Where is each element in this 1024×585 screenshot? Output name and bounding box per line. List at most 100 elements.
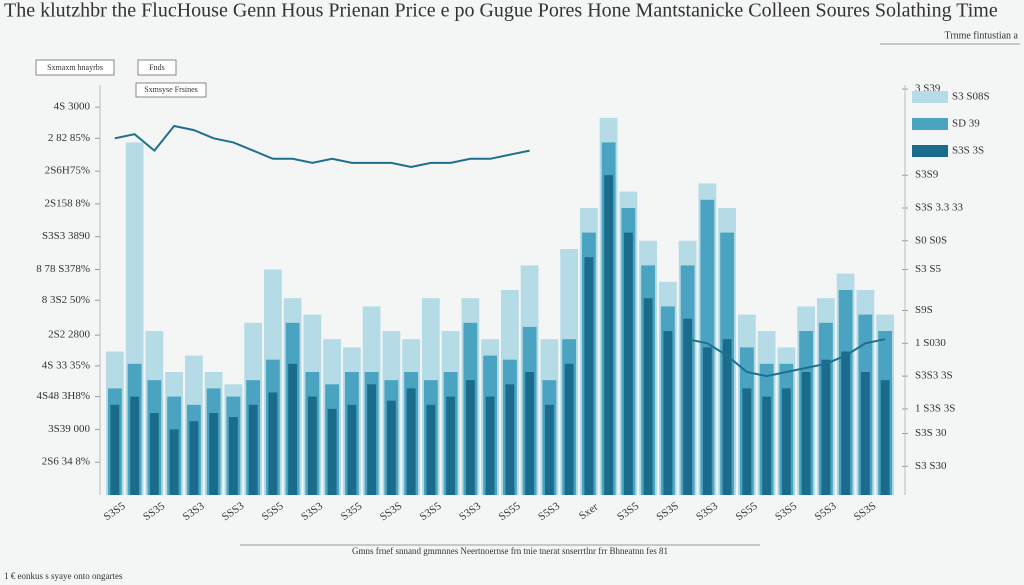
bar bbox=[742, 388, 752, 495]
y-tick-label: 4S48 3H8% bbox=[37, 390, 90, 402]
bar bbox=[801, 372, 811, 495]
bar bbox=[307, 396, 317, 495]
x-tick-label: S3S3 bbox=[694, 500, 720, 523]
trend-line bbox=[114, 124, 886, 378]
annotation: Sxmaxm hnayrbs bbox=[47, 63, 103, 72]
bar bbox=[209, 413, 219, 495]
y-tick-label: 8 78 S378% bbox=[36, 263, 90, 275]
bar bbox=[525, 372, 535, 495]
chart-subtitle: Trnme fintustian a bbox=[944, 30, 1018, 41]
x-tick-label: SS55 bbox=[734, 500, 760, 523]
x-tick-label: SS3S bbox=[852, 500, 878, 524]
y-tick-label: 2S6 34 8% bbox=[42, 456, 90, 468]
annotation: Sxmsyse Frsines bbox=[144, 85, 198, 94]
bar bbox=[663, 331, 673, 495]
x-tick-label: S3S3 bbox=[299, 500, 325, 523]
bar bbox=[623, 232, 633, 495]
y-tick-label: 2S6H75% bbox=[45, 165, 90, 177]
x-tick-label: S3S5 bbox=[418, 500, 444, 523]
y-tick-label: 3S39 000 bbox=[48, 423, 90, 435]
y-tick-label: 8 3S2 50% bbox=[42, 294, 90, 306]
y2-tick-label: S3S 3.3 33 bbox=[915, 202, 963, 214]
y2-tick-label: S9S bbox=[915, 304, 933, 316]
y-tick-label: S3S3 3890 bbox=[42, 230, 90, 242]
bar bbox=[564, 363, 574, 495]
bar bbox=[485, 396, 495, 495]
y-tick-label: 2 82 85% bbox=[48, 132, 90, 144]
bar bbox=[604, 175, 614, 495]
x-tick-label: S5S3 bbox=[813, 500, 839, 523]
bar bbox=[367, 384, 377, 495]
bar bbox=[722, 339, 732, 495]
x-tick-label: S355 bbox=[339, 500, 365, 523]
legend-label: S3S 3S bbox=[952, 145, 984, 157]
annotation: Fnds bbox=[149, 63, 165, 72]
x-tick-label: Sxer bbox=[577, 501, 601, 523]
bar bbox=[149, 413, 159, 495]
annotation-box bbox=[35, 59, 115, 76]
bar bbox=[347, 404, 357, 495]
x-tick-label: S5S5 bbox=[260, 500, 286, 523]
caption: Gmns frnef snnand gmmnnes Neertnoernse f… bbox=[352, 546, 668, 556]
y2-tick-label: S3 S5 bbox=[915, 263, 941, 275]
bar bbox=[762, 396, 772, 495]
legend-label: SD 39 bbox=[952, 118, 980, 130]
bar bbox=[130, 396, 140, 495]
bar bbox=[268, 392, 278, 495]
bar bbox=[189, 421, 199, 495]
bar bbox=[860, 372, 870, 495]
bar bbox=[228, 417, 238, 495]
chart-title: The klutzhbr the FlucHouse Genn Hous Pri… bbox=[4, 0, 998, 22]
annotation-box bbox=[137, 59, 177, 76]
x-tick-label: S5S3 bbox=[536, 500, 562, 523]
bar bbox=[386, 400, 396, 495]
x-tick-label: SS3S bbox=[378, 500, 404, 524]
bar bbox=[406, 388, 416, 495]
bar bbox=[426, 404, 436, 495]
y-tick-label: 4S 3000 bbox=[54, 101, 91, 113]
x-tick-label: SS3S bbox=[654, 500, 680, 524]
x-tick-label: SS55 bbox=[497, 500, 523, 523]
bar bbox=[248, 404, 258, 495]
y-tick-label: 2S158 8% bbox=[44, 197, 90, 209]
x-tick-label: S3S5 bbox=[102, 500, 128, 523]
bar bbox=[505, 384, 515, 495]
x-tick-label: S3S3 bbox=[457, 500, 483, 523]
x-tick-label: S3S5 bbox=[615, 500, 641, 523]
y2-tick-label: S3S9 bbox=[915, 169, 939, 181]
bar bbox=[327, 408, 337, 495]
x-tick-label: S3S5 bbox=[773, 500, 799, 523]
bar bbox=[465, 380, 475, 495]
y2-tick-label: S0 S0S bbox=[915, 234, 947, 246]
bar bbox=[702, 347, 712, 495]
bar bbox=[880, 380, 890, 495]
x-tick-label: S3S3 bbox=[181, 500, 207, 523]
y-tick-label: 4S 33 35% bbox=[42, 359, 90, 371]
x-tick-label: SSS3 bbox=[220, 500, 247, 524]
y-tick-label: 2S2 2800 bbox=[48, 329, 90, 341]
annotation-box bbox=[135, 82, 207, 98]
legend-swatch bbox=[912, 145, 948, 157]
bar bbox=[781, 388, 791, 495]
y2-tick-label: 1 S030 bbox=[915, 337, 946, 349]
x-tick-label: SS35 bbox=[141, 500, 167, 523]
footnote: 1 € eonkus s syaye onto ongartes bbox=[4, 571, 123, 581]
legend-label: S3 S08S bbox=[952, 91, 990, 103]
y2-tick-label: S3S3 3S bbox=[915, 370, 953, 382]
bar bbox=[110, 404, 120, 495]
bar bbox=[169, 429, 179, 495]
legend-swatch bbox=[912, 118, 948, 130]
legend-swatch bbox=[912, 91, 948, 103]
bar bbox=[584, 257, 594, 495]
y2-tick-label: 1 S3S 3S bbox=[915, 402, 955, 414]
bar bbox=[288, 363, 298, 495]
bar bbox=[841, 351, 851, 495]
bar bbox=[643, 298, 653, 495]
bar bbox=[821, 359, 831, 495]
bar bbox=[544, 404, 554, 495]
y2-tick-label: S3S 30 bbox=[915, 427, 947, 439]
bar bbox=[683, 318, 693, 495]
bar bbox=[446, 396, 456, 495]
